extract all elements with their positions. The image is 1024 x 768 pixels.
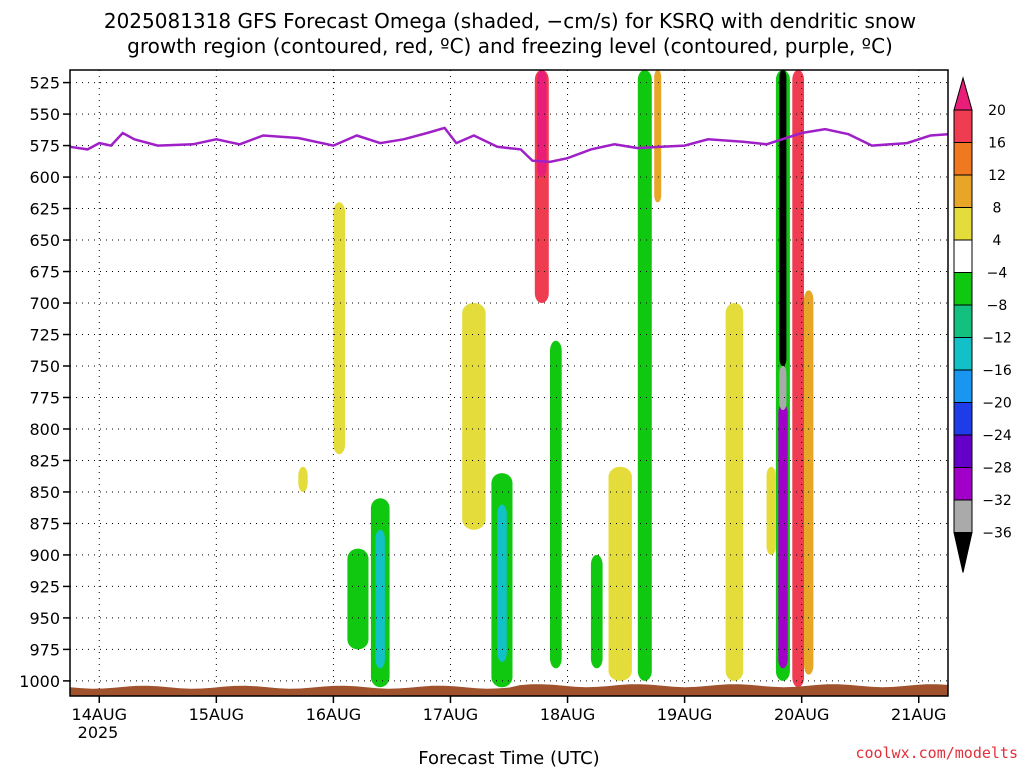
omega-region [333,202,346,455]
terrain-band [70,684,948,696]
colorbar-segment [953,304,973,338]
chart-title-line1: 2025081318 GFS Forecast Omega (shaded, −… [104,9,916,33]
colorbar-tick-label: −4 [987,266,1008,282]
x-tick-label: 14AUG [72,705,127,724]
colorbar-legend: 20 16 12 8 4 −4 −8 −12 −16 −20 −24 −28 −32 −36 [953,76,1012,573]
x-tick-label: 18AUG [540,705,595,724]
omega-shading [298,70,814,688]
x-tick-label: 21AUG [891,705,946,724]
chart-title-line2: growth region (contoured, red, ºC) and f… [127,34,893,58]
x-tick-label: 20AUG [774,705,829,724]
omega-region [779,70,787,366]
omega-region [766,466,776,555]
omega-region [778,403,788,669]
omega-region [608,466,632,681]
colorbar-segment [953,499,973,533]
colorbar-segment [953,434,973,468]
omega-region [590,554,603,669]
y-tick-label: 775 [29,388,60,407]
colorbar-tick-label: −20 [982,396,1012,412]
y-tick-label: 900 [29,546,60,565]
omega-region [298,466,308,492]
y-tick-label: 800 [29,420,60,439]
x-tick-label: 15AUG [189,705,244,724]
colorbar-segment [953,142,973,176]
colorbar-segment [953,207,973,241]
y-tick-label: 850 [29,483,60,502]
y-tick-label: 675 [29,263,60,282]
x-tick-label: 16AUG [306,705,361,724]
y-tick-label: 825 [29,451,60,470]
omega-region [792,70,804,688]
x-tick-label: 17AUG [423,705,478,724]
colorbar-tick-label: −32 [982,493,1012,509]
plot-area [69,69,949,697]
y-axis: 525 550 575 600 625 650 675 700 725 750 775 800 825 8… [19,74,70,691]
x-axis-year: 2025 [78,723,119,742]
y-tick-label: 925 [29,577,60,596]
colorbar-tick-label: −36 [982,526,1012,542]
y-tick-label: 725 [29,326,60,345]
colorbar-segment [953,467,973,501]
colorbar-tick-label: 8 [993,201,1002,217]
omega-region [804,290,814,675]
colorbar-tick-label: 4 [993,233,1002,249]
colorbar-segment [953,272,973,306]
colorbar-segment [953,402,973,436]
omega-region [550,340,562,669]
y-tick-label: 550 [29,105,60,124]
y-tick-label: 750 [29,357,60,376]
y-tick-label: 700 [29,294,60,313]
colorbar-tick-label: −12 [982,331,1012,347]
omega-region [654,70,662,203]
freezing-level-line [69,126,949,164]
omega-region [497,504,507,662]
y-tick-label: 525 [29,74,60,93]
omega-region [637,70,652,681]
y-tick-label: 600 [29,168,60,187]
colorbar-segment [953,337,973,371]
y-tick-label: 975 [29,640,60,659]
site-credit[interactable]: coolwx.com/modelts [855,744,1018,762]
colorbar-tick-label: −16 [982,363,1012,379]
omega-region [347,548,369,650]
colorbar-segment [953,239,973,273]
x-axis: 14AUG 15AUG 16AUG 17AUG 18AUG 19AUG 20AUG 21AUG [72,696,946,724]
colorbar-tick-label: 16 [988,136,1006,152]
colorbar-segment [953,369,973,403]
colorbar-segment [953,174,973,208]
omega-region [462,303,486,530]
omega-region [537,70,547,178]
colorbar-tick-label: 12 [988,168,1006,184]
y-tick-label: 625 [29,200,60,219]
colorbar-tick-label: 20 [988,103,1006,119]
colorbar-segment [953,109,973,143]
y-tick-label: 1000 [19,672,60,691]
omega-region [779,366,787,411]
y-tick-label: 950 [29,609,60,628]
colorbar-tick-label: −28 [982,461,1012,477]
x-axis-label: Forecast Time (UTC) [418,748,599,768]
omega-region [375,529,385,669]
grid-lines [70,70,948,696]
omega-region [725,303,744,681]
y-tick-label: 875 [29,514,60,533]
colorbar-tick-label: −24 [982,428,1012,444]
x-tick-label: 19AUG [657,705,712,724]
colorbar-tick-label: −8 [987,298,1008,314]
plot-frame [69,69,949,697]
y-tick-label: 650 [29,231,60,250]
colorbar-bottom-arrow [953,532,973,573]
y-tick-label: 575 [29,137,60,156]
colorbar-top-arrow [953,76,973,111]
